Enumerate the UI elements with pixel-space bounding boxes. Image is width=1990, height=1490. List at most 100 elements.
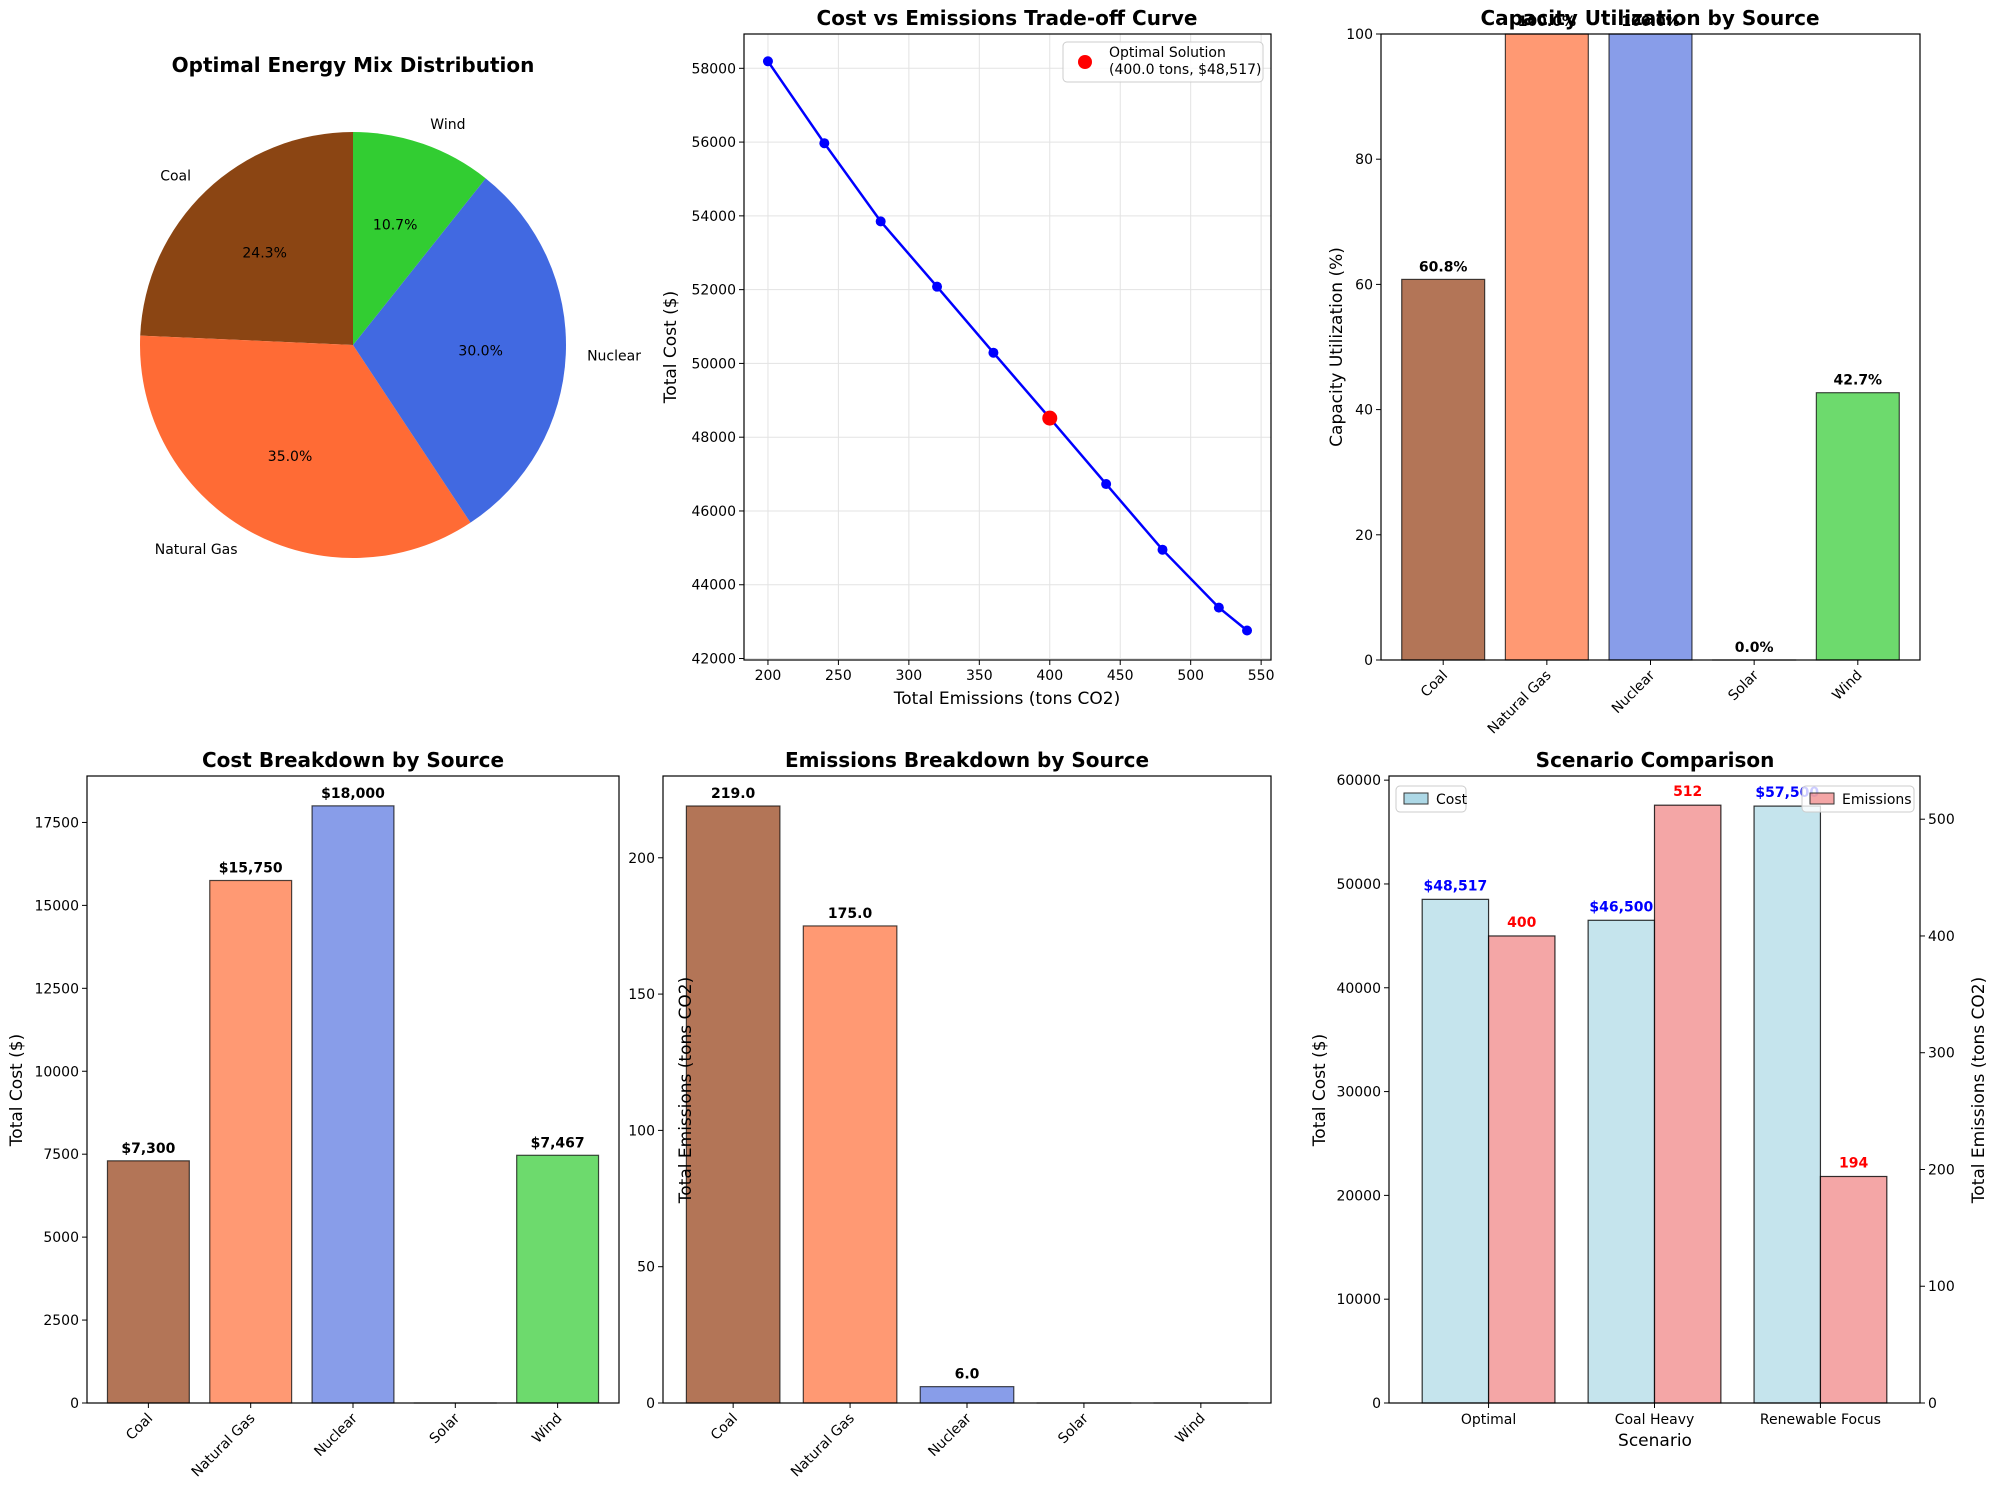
capacity-value-label: 42.7%	[1834, 373, 1883, 389]
capacity-ytick-label: 100	[1346, 27, 1373, 43]
capacity-ytick-label: 60	[1355, 277, 1373, 293]
tradeoff-xlabel: Total Emissions (tons CO2)	[893, 689, 1120, 709]
cost-title: Cost Breakdown by Source	[202, 748, 504, 772]
pie-category-label: Coal	[160, 169, 191, 185]
emissions-ytick-label: 100	[628, 1123, 655, 1139]
cost-bar-nuclear	[311, 805, 395, 1404]
emissions-value-label: 6.0	[955, 1367, 980, 1383]
capacity-value-label: 100.0%	[1621, 14, 1679, 30]
scenario-ylabel-right: Total Emissions (tons CO2)	[1969, 977, 1989, 1204]
emissions-value-label: 175.0	[828, 906, 873, 922]
scenario-xtick-label: Renewable Focus	[1760, 1412, 1881, 1428]
cost-bar-natural-gas	[209, 879, 293, 1404]
pie-pct-label: 10.7%	[373, 217, 417, 233]
tradeoff-point	[819, 138, 830, 149]
pie-slice-wind	[353, 132, 486, 345]
pie-slice-coal	[140, 132, 353, 345]
capacity-ytick-label: 20	[1355, 528, 1373, 544]
capacity-bar-natural-gas	[1504, 33, 1589, 661]
tradeoff-legend-line1: Optimal Solution	[1109, 45, 1226, 61]
capacity-bar-coal	[1401, 278, 1486, 661]
scenario-ytick-label-right: 100	[1928, 1279, 1955, 1295]
cost-value-label: $7,300	[121, 1141, 175, 1157]
pie-pct-label: 24.3%	[242, 246, 286, 262]
scenario-title: Scenario Comparison	[1536, 748, 1775, 772]
capacity-value-label: 0.0%	[1735, 640, 1774, 656]
pie-slice-natural-gas	[139, 335, 471, 558]
tradeoff-chart-panel: Cost vs Emissions Trade-off Curve 200 250…	[661, 6, 1275, 709]
tradeoff-point	[932, 281, 943, 292]
tradeoff-ytick-label: 42000	[691, 652, 736, 668]
scenario-ytick-label-left: 10000	[1336, 1292, 1381, 1308]
cost-ytick-label: 5000	[43, 1230, 79, 1246]
tradeoff-ytick-label: 44000	[691, 578, 736, 594]
tradeoff-xtick-label: 300	[895, 668, 922, 684]
emissions-title: Emissions Breakdown by Source	[785, 748, 1149, 772]
emissions-bar-natural-gas	[802, 925, 898, 1404]
tradeoff-point	[875, 216, 886, 227]
scenario-ytick-label-right: 300	[1928, 1046, 1955, 1062]
emissions-value-label: 219.0	[711, 786, 756, 802]
scenario-ylabel-left: Total Cost ($)	[1310, 1034, 1330, 1147]
scenario-value-label-emissions: 512	[1673, 784, 1702, 800]
scenario-legend-emissions-swatch	[1809, 792, 1835, 805]
emissions-chart-panel: Emissions Breakdown by Source 219.0 175.0…	[628, 748, 1272, 1480]
pie-pct-label: 35.0%	[268, 449, 312, 465]
scenario-ticks: Optimal Coal Heavy Renewable Focus 0 10000 20…	[1336, 773, 1954, 1428]
pie-title: Optimal Energy Mix Distribution	[172, 53, 535, 77]
tradeoff-point	[1101, 479, 1112, 490]
scenario-legend-cost: Cost	[1395, 785, 1468, 813]
scenario-ytick-label-right: 200	[1928, 1162, 1955, 1178]
cost-ytick-label: 12500	[34, 981, 79, 997]
cost-value-label: $7,467	[531, 1135, 585, 1151]
tradeoff-ytick-label: 54000	[691, 209, 736, 225]
pie-category-label: Natural Gas	[155, 542, 238, 558]
scenario-ytick-label-left: 30000	[1336, 1085, 1381, 1101]
tradeoff-legend-line2: (400.0 tons, $48,517)	[1109, 62, 1261, 78]
tradeoff-optimal-point	[1042, 410, 1058, 426]
tradeoff-legend-box	[1062, 41, 1264, 83]
capacity-value-label: 60.8%	[1419, 259, 1468, 275]
cost-bars: $7,300 $15,750 $18,000 $7,467	[106, 786, 600, 1404]
pie-pct-label: 30.0%	[458, 344, 502, 360]
cost-value-label: $15,750	[219, 861, 283, 877]
tradeoff-ytick-label: 50000	[691, 356, 736, 372]
tradeoff-ylabel: Total Cost ($)	[661, 291, 681, 404]
capacity-bar-wind	[1815, 392, 1900, 661]
capacity-bar-nuclear	[1608, 33, 1693, 661]
scenario-value-label-emissions: 194	[1839, 1155, 1868, 1171]
scenario-ytick-label-left: 20000	[1336, 1188, 1381, 1204]
emissions-bar-coal	[685, 805, 781, 1404]
tradeoff-grid	[744, 34, 1271, 660]
scenario-bar-emissions	[1819, 1175, 1888, 1404]
tradeoff-legend-marker	[1078, 55, 1092, 69]
scenario-bar-emissions	[1653, 804, 1722, 1404]
cost-ytick-label: 7500	[43, 1147, 79, 1163]
pie-chart-panel: Optimal Energy Mix Distribution 24.3% Coa…	[139, 53, 641, 558]
cost-ytick-label: 10000	[34, 1064, 79, 1080]
tradeoff-ytick-label: 52000	[691, 283, 736, 299]
capacity-ylabel: Capacity Utilization (%)	[1327, 247, 1347, 447]
scenario-bar-emissions	[1487, 935, 1556, 1404]
tradeoff-point	[988, 347, 999, 358]
tradeoff-xtick-label: 450	[1107, 668, 1134, 684]
scenario-bar-cost	[1753, 805, 1822, 1404]
cost-bar-coal	[106, 1160, 190, 1404]
tradeoff-xtick-label: 250	[825, 668, 852, 684]
emissions-ytick-label: 50	[637, 1260, 655, 1276]
scenario-ytick-label-right: 500	[1928, 812, 1955, 828]
tradeoff-plot	[762, 56, 1253, 636]
scenario-ytick-label-right: 0	[1928, 1396, 1937, 1412]
cost-ytick-label: 0	[70, 1396, 79, 1412]
capacity-ytick-label: 0	[1364, 653, 1373, 669]
cost-ytick-label: 17500	[34, 815, 79, 831]
tradeoff-ticks: 200 250 300 350 400 450 500 550 42000 44000 46000 4…	[691, 61, 1274, 684]
scenario-xtick-label: Coal Heavy	[1615, 1412, 1695, 1428]
tradeoff-xtick-label: 550	[1248, 668, 1275, 684]
tradeoff-legend: Optimal Solution (400.0 tons, $48,517)	[1062, 41, 1264, 83]
capacity-ytick-label: 40	[1355, 403, 1373, 419]
scenario-xlabel: Scenario	[1618, 1431, 1692, 1451]
scenario-value-label-emissions: 400	[1507, 915, 1536, 931]
